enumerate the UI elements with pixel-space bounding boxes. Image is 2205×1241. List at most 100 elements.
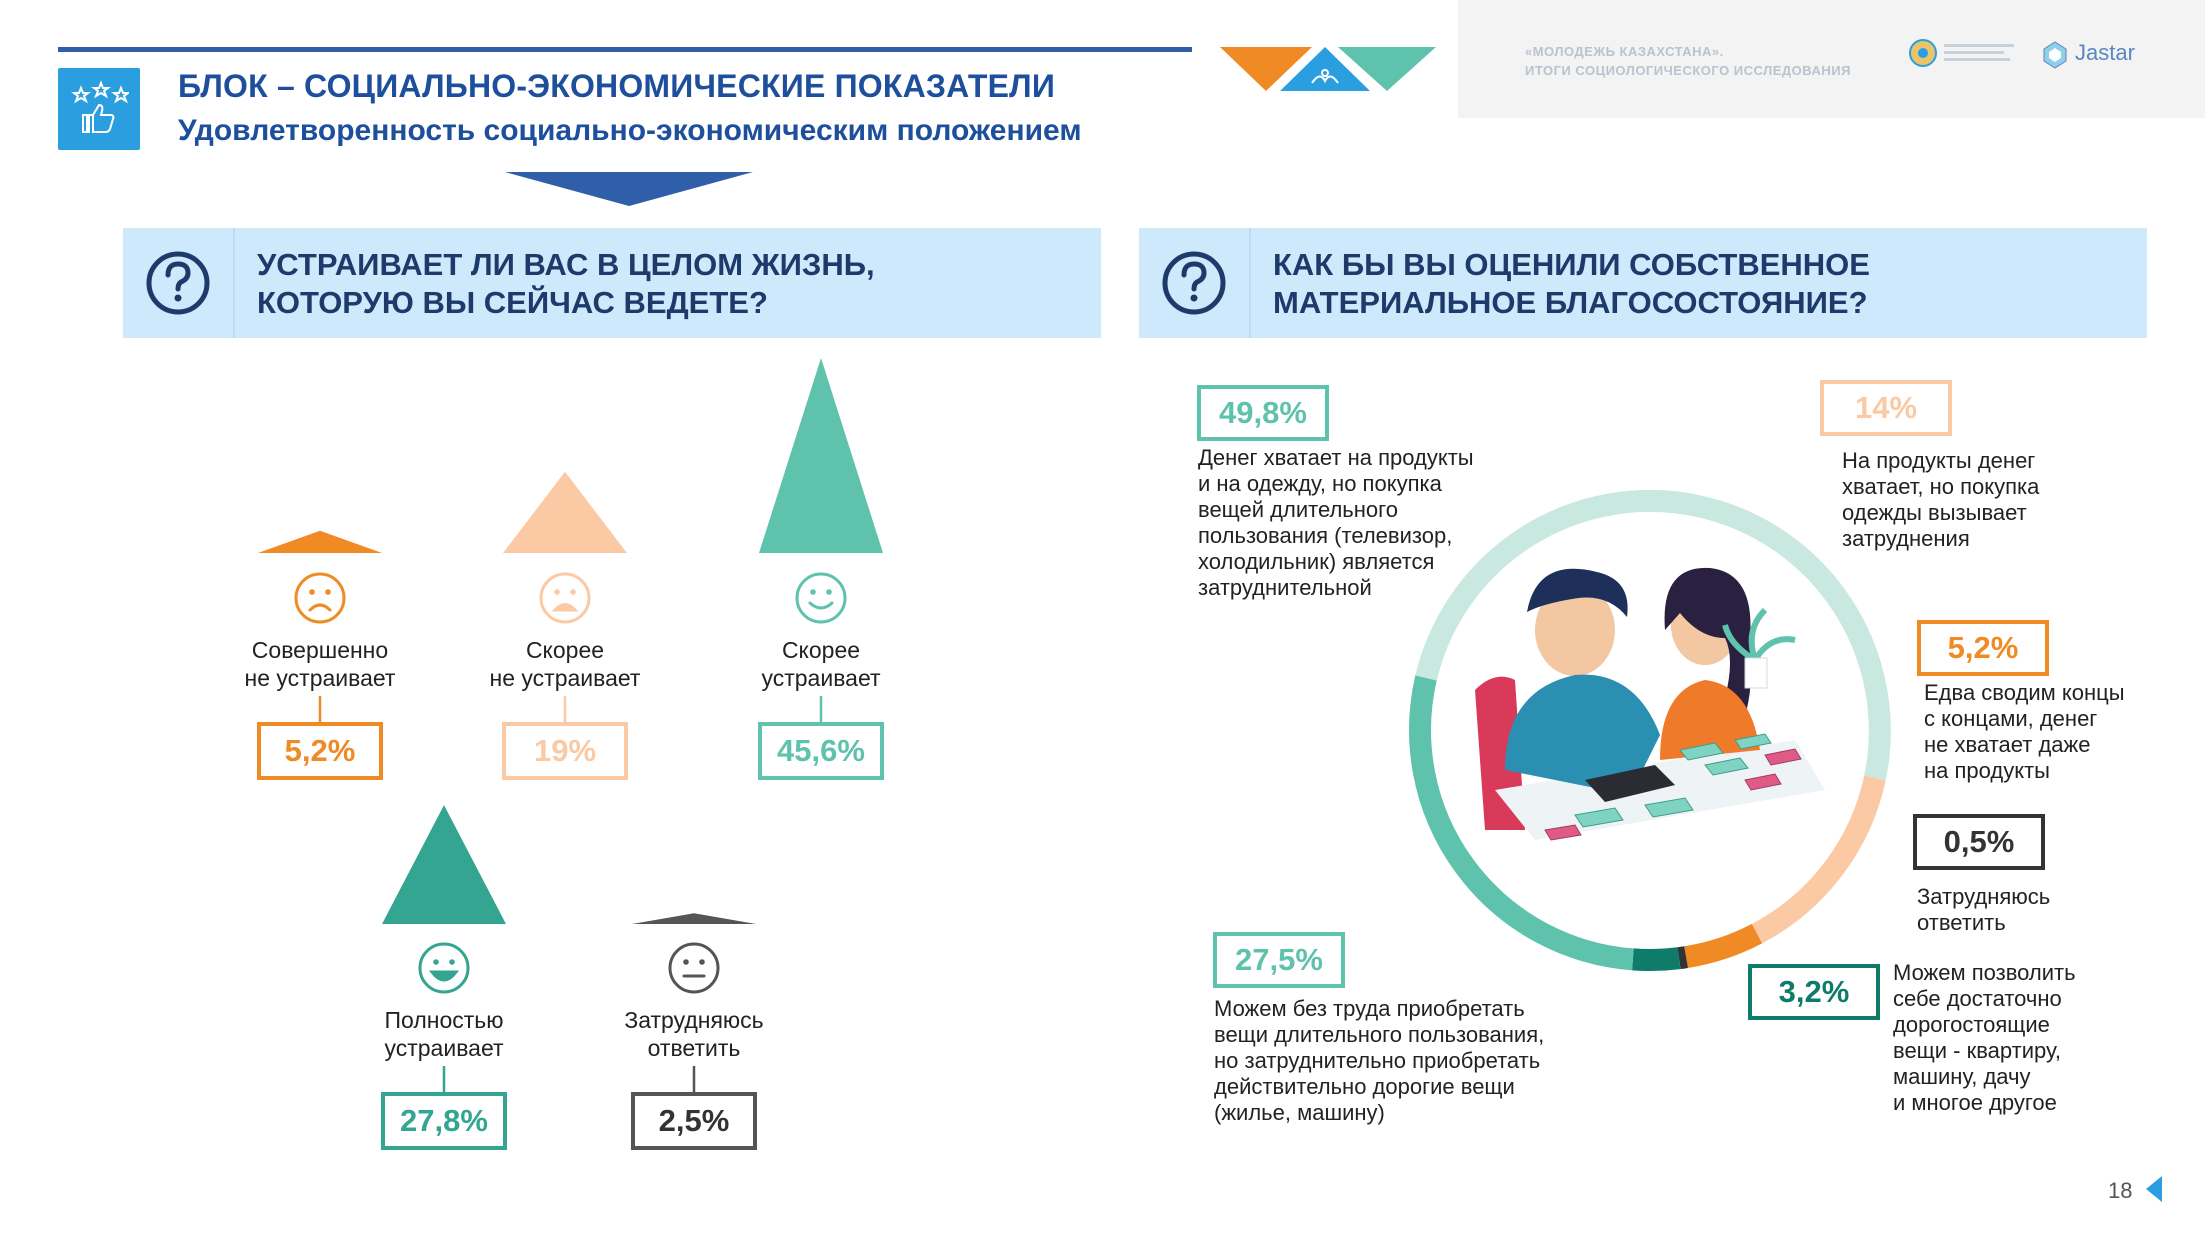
org-caption-line: ИТОГИ СОЦИОЛОГИЧЕСКОГО ИССЛЕДОВАНИЯ (1525, 63, 1851, 78)
question-text: КАК БЫ ВЫ ОЦЕНИЛИ СОБСТВЕННОЕ МАТЕРИАЛЬН… (1273, 246, 1870, 322)
bar-triangle (258, 530, 382, 553)
category-description-line: Затрудняюсь (1917, 884, 2051, 909)
category-description-line: с концами, денег (1924, 706, 2098, 731)
category-description: Затрудняюсь ответить (1917, 884, 2050, 936)
life-satisfaction-chart (258, 358, 883, 1092)
category-description-line: хватает, но покупка (1842, 474, 2040, 499)
category-description-line: Денег хватает на продукты (1198, 445, 1474, 470)
donut-slice (1684, 923, 1763, 968)
bar-triangle (632, 913, 756, 924)
category-description-line: но затруднительно приобретать (1214, 1048, 1541, 1073)
category-description-line: вещи длительного пользования, (1214, 1022, 1545, 1047)
donut-slice (1415, 490, 1891, 781)
value-label: 3,2% (1748, 964, 1880, 1020)
category-description-line: затруднения (1842, 526, 1970, 551)
category-description-line: затруднительной (1198, 575, 1372, 600)
value-label: 5,2% (1917, 620, 2049, 676)
category-description: Едва сводим концы с концами, денег не хват… (1924, 680, 2125, 784)
question-panel-wealth: КАК БЫ ВЫ ОЦЕНИЛИ СОБСТВЕННОЕ МАТЕРИАЛЬН… (1139, 228, 2147, 338)
category-description-line: На продукты денег (1842, 448, 2036, 473)
category-description-line: Можем позволить (1893, 960, 2076, 985)
value-label: 2,5% (631, 1092, 757, 1150)
couple-budget-illustration (1475, 567, 1825, 841)
jastar-logo-icon (2043, 41, 2067, 69)
question-divider (1249, 228, 1251, 338)
donut-slice (1632, 947, 1681, 971)
donut-slice (1677, 946, 1688, 970)
question-panel-life: УСТРАИВАЕТ ЛИ ВАС В ЦЕЛОМ ЖИЗНЬ, КОТОРУЮ… (123, 228, 1101, 338)
bar-triangle (759, 358, 883, 553)
question-mark-icon (1162, 251, 1226, 315)
value-label: 27,8% (381, 1092, 507, 1150)
category-label-line: ответить (647, 1035, 741, 1061)
category-description-line: пользования (телевизор, (1198, 523, 1453, 548)
category-description-line: действительно дорогие вещи (1214, 1074, 1515, 1099)
question-line: УСТРАИВАЕТ ЛИ ВАС В ЦЕЛОМ ЖИЗНЬ, (257, 247, 875, 282)
header-info-panel (1458, 0, 2205, 118)
category-label-line: не устраивает (489, 665, 641, 691)
category-description-line: Едва сводим концы (1924, 680, 2125, 705)
page-arrow-icon (2146, 1176, 2162, 1202)
category-label: Полностью устраивает (334, 1006, 554, 1062)
value-label: 0,5% (1913, 814, 2045, 870)
category-label-line: Совершенно (251, 637, 389, 663)
category-description: На продукты денег хватает, но покупка одеж… (1842, 448, 2039, 552)
header-rule (58, 47, 1192, 52)
question-icon-wrap (123, 228, 233, 338)
question-line: МАТЕРИАЛЬНОЕ БЛАГОСОСТОЯНИЕ? (1273, 285, 1868, 320)
category-label-line: не устраивает (244, 665, 396, 691)
category-description-line: и многое другое (1893, 1090, 2057, 1115)
category-label-line: устраивает (384, 1035, 504, 1061)
emblem-icon (1909, 39, 1937, 67)
block-subtitle: Удовлетворенность социально-экономически… (178, 114, 1082, 147)
worried-face-icon (539, 572, 591, 624)
question-line: КАК БЫ ВЫ ОЦЕНИЛИ СОБСТВЕННОЕ (1273, 247, 1870, 282)
org-caption: «МОЛОДЕЖЬ КАЗАХСТАНА». ИТОГИ СОЦИОЛОГИЧЕ… (1525, 42, 1851, 80)
category-description-line: (жилье, машину) (1214, 1100, 1385, 1125)
category-description-line: на продукты (1924, 758, 2050, 783)
category-label-line: Полностью (384, 1007, 504, 1033)
category-description: Можем позволить себе достаточно дорогостоя… (1893, 960, 2076, 1116)
category-label-line: Затрудняюсь (624, 1007, 764, 1033)
question-mark-icon (146, 251, 210, 315)
question-line: КОТОРУЮ ВЫ СЕЙЧАС ВЕДЕТЕ? (257, 285, 768, 320)
category-description-line: одежды вызывает (1842, 500, 2027, 525)
block-icon (58, 68, 140, 150)
category-label: Скорее не устраивает (455, 636, 675, 692)
category-description-line: машину, дачу (1893, 1064, 2031, 1089)
category-description-line: ответить (1917, 910, 2006, 935)
page-number: 18 (2108, 1178, 2133, 1203)
category-label: Затрудняюсь ответить (584, 1006, 804, 1062)
value-label: 27,5% (1213, 932, 1345, 988)
category-label-line: устраивает (761, 665, 881, 691)
category-description: Можем без труда приобретать вещи длительн… (1214, 996, 1544, 1126)
category-label: Скорее устраивает (711, 636, 931, 692)
frown-face-icon (294, 572, 346, 624)
category-label: Совершенно не устраивает (210, 636, 430, 692)
bar-triangle (503, 471, 627, 553)
category-description-line: не хватает даже (1924, 732, 2091, 757)
question-icon-wrap (1139, 228, 1249, 338)
category-description-line: себе достаточно (1893, 986, 2062, 1011)
value-label: 5,2% (257, 722, 383, 780)
donut-slice (1409, 675, 1634, 971)
value-label: 14% (1820, 380, 1952, 436)
category-description-line: вещей длительного (1198, 497, 1398, 522)
org-caption-line: «МОЛОДЕЖЬ КАЗАХСТАНА». (1525, 44, 1724, 59)
category-description-line: и на одежду, но покупка (1198, 471, 1442, 496)
value-label: 19% (502, 722, 628, 780)
value-label: 45,6% (758, 722, 884, 780)
category-description-line: вещи - квартиру, (1893, 1038, 2061, 1063)
category-description-line: Можем без труда приобретать (1214, 996, 1525, 1021)
donut-slice (1751, 775, 1886, 944)
smile-face-icon (795, 572, 847, 624)
grin-face-icon (418, 942, 470, 994)
ornament-icon (1220, 47, 1436, 91)
ministry-logo-text-icon (1944, 44, 2014, 61)
question-divider (233, 228, 235, 338)
category-label-line: Скорее (781, 637, 861, 663)
category-description: Денег хватает на продукты и на одежду, но… (1198, 445, 1474, 601)
bar-triangle (382, 805, 506, 924)
wealth-donut-chart (1409, 490, 1891, 971)
category-description-line: дорогостоящие (1893, 1012, 2050, 1037)
